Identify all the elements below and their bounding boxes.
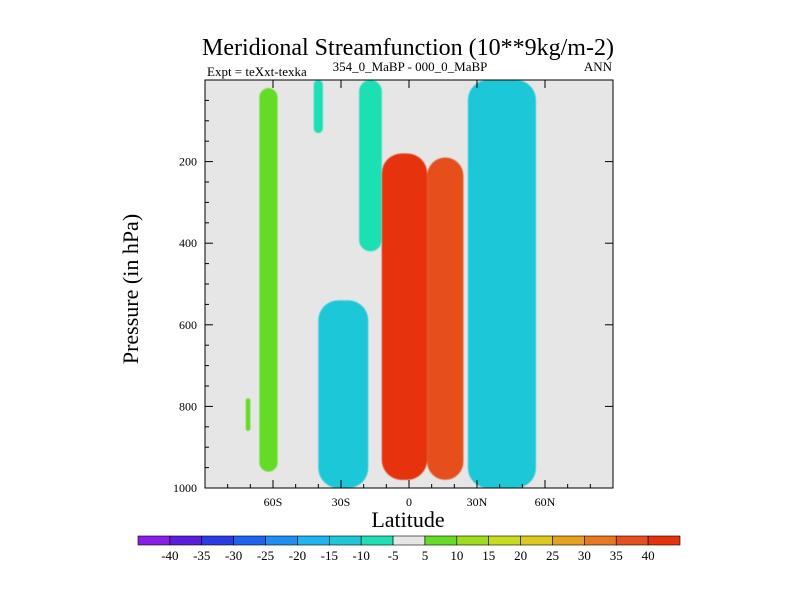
colorbar-label-2: -30	[225, 548, 242, 563]
x-axis-label: Latitude	[371, 507, 444, 532]
colorbar-label-11: 20	[514, 548, 527, 563]
colorbar-label-15: 40	[642, 548, 655, 563]
contour-regions	[245, 80, 536, 488]
colorbar-swatch-2	[201, 535, 234, 546]
y-tick-label-4: 1000	[173, 481, 197, 495]
colorbar-swatch-9	[424, 535, 458, 546]
y-tick-label-3: 800	[179, 399, 197, 413]
colorbar-label-3: -25	[257, 548, 274, 563]
colorbar-label-6: -10	[353, 548, 370, 563]
colorbar-swatch-1	[169, 535, 203, 546]
chart-subtitle-right: ANN	[584, 59, 613, 74]
colorbar-swatch-15	[615, 535, 649, 546]
chart-subtitle-left: Expt = teXxt-texka	[207, 64, 307, 79]
colorbar-swatch-4	[265, 535, 298, 546]
colorbar: -40 -35 -30 -25 -20 -15 -10 -5 5 10 15 20 25 30 35 40	[137, 535, 681, 563]
x-tick-label-3: 30N	[467, 495, 488, 509]
colorbar-label-1: -35	[193, 548, 210, 563]
colorbar-swatch-14	[584, 535, 617, 546]
region-8	[467, 80, 536, 488]
colorbar-swatch-13	[552, 535, 585, 546]
x-tick-label-1: 30S	[332, 495, 351, 509]
colorbar-swatch-7	[360, 535, 394, 546]
colorbar-swatch-6	[328, 535, 362, 546]
colorbar-swatch-8	[392, 535, 426, 546]
colorbar-label-0: -40	[161, 548, 178, 563]
colorbar-label-12: 25	[546, 548, 559, 563]
y-axis: 200 400 600 800 1000	[173, 99, 613, 495]
colorbar-swatch-5	[297, 535, 330, 546]
region-6	[427, 157, 464, 480]
colorbar-swatch-11	[488, 535, 521, 546]
region-3	[318, 300, 369, 488]
colorbar-label-7: -5	[388, 548, 399, 563]
colorbar-swatch-3	[233, 535, 266, 546]
chart-title: Meridional Streamfunction (10**9kg/m-2)	[202, 35, 614, 61]
colorbar-label-8: 5	[422, 548, 429, 563]
region-0	[259, 88, 278, 472]
y-tick-label-1: 400	[179, 236, 197, 250]
x-axis: 60S 30S 0 30N 60N	[227, 80, 591, 509]
x-tick-label-2: 0	[406, 495, 412, 509]
x-tick-label-0: 60S	[264, 495, 283, 509]
region-1	[245, 398, 251, 431]
colorbar-swatch-12	[520, 535, 553, 546]
y-tick-label-0: 200	[179, 155, 197, 169]
chart-subtitle-center: 354_0_MaBP - 000_0_MaBP	[333, 59, 488, 74]
colorbar-label-4: -20	[289, 548, 306, 563]
region-2	[313, 80, 323, 134]
region-5	[381, 153, 428, 480]
colorbar-label-13: 30	[578, 548, 591, 563]
region-4	[359, 80, 382, 252]
y-axis-label: Pressure (in hPa)	[118, 214, 143, 364]
colorbar-label-14: 35	[610, 548, 623, 563]
colorbar-label-10: 15	[482, 548, 495, 563]
colorbar-label-9: 10	[450, 548, 463, 563]
x-tick-label-4: 60N	[535, 495, 556, 509]
colorbar-swatch-0	[137, 535, 171, 546]
y-tick-label-2: 600	[179, 318, 197, 332]
colorbar-label-5: -15	[321, 548, 338, 563]
colorbar-swatch-16	[647, 535, 681, 546]
colorbar-swatch-10	[456, 535, 490, 546]
